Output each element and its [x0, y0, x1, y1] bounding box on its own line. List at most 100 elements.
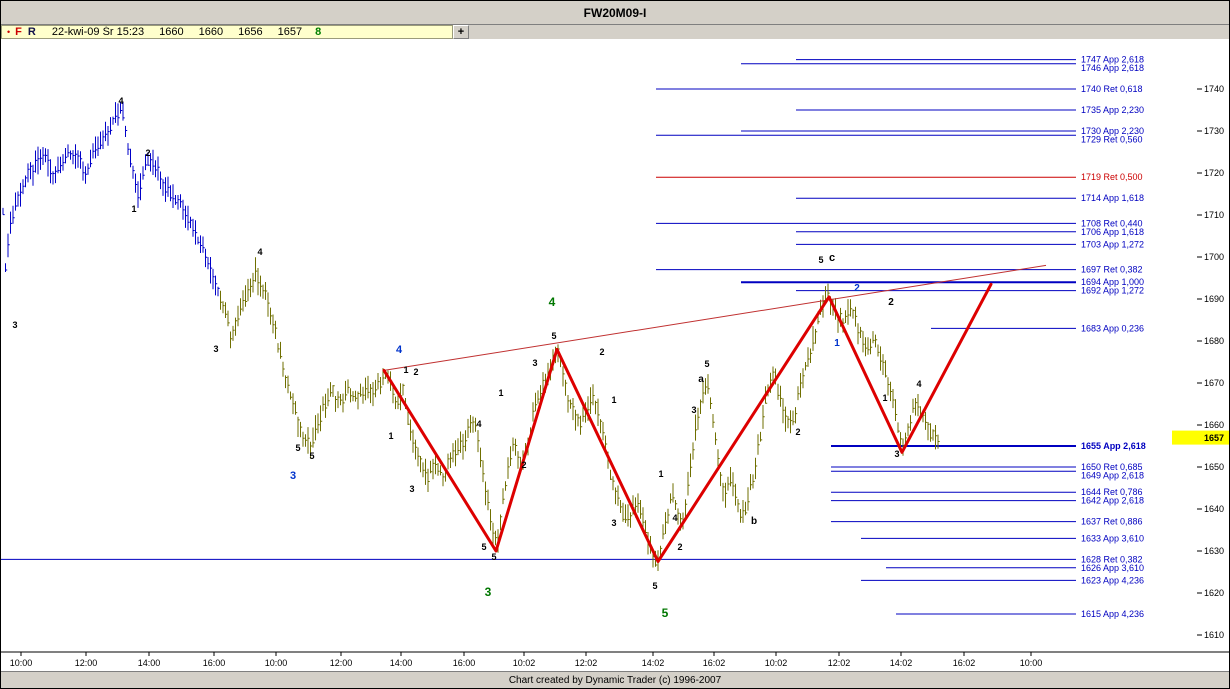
wave-label: 2	[521, 460, 526, 470]
wave-label: 4	[916, 379, 921, 389]
y-axis-label: 1740	[1204, 84, 1224, 94]
wave-label: b	[751, 516, 757, 527]
fib-level-label: 1649 App 2,618	[1081, 471, 1144, 481]
x-axis-label: 10:02	[513, 658, 536, 668]
trendline[interactable]	[383, 264, 1047, 371]
y-axis-label: 1690	[1204, 294, 1224, 304]
symbol-f-button[interactable]: F	[15, 25, 22, 38]
fib-level-label: 1708 Ret 0,440	[1081, 218, 1143, 228]
fib-level-label: 1735 App 2,230	[1081, 105, 1144, 115]
x-axis-label: 10:00	[1020, 658, 1043, 668]
quote-low: 1656	[238, 25, 263, 38]
fib-level-label: 1747 App 2,618	[1081, 55, 1144, 65]
wave-label: 3	[485, 585, 492, 599]
wave-label: 4	[476, 419, 481, 429]
fib-level-label: 1692 App 1,272	[1081, 286, 1144, 296]
x-axis-label: 16:02	[953, 658, 976, 668]
wave-label: 2	[854, 283, 860, 294]
wave-label: 5	[481, 542, 486, 552]
fib-level-label: 1730 App 2,230	[1081, 126, 1144, 136]
fib-level-label: 1642 App 2,618	[1081, 496, 1144, 506]
x-axis-label: 12:00	[75, 658, 98, 668]
x-axis-label: 16:02	[703, 658, 726, 668]
quote-panel: • F R 22-kwi-09 Śr 15:23 1660 1660 1656 …	[1, 25, 453, 39]
wave-label: 3	[532, 358, 537, 368]
y-axis-label: 1680	[1204, 336, 1224, 346]
current-price-value: 1657	[1204, 433, 1224, 443]
quote-bar: • F R 22-kwi-09 Śr 15:23 1660 1660 1656 …	[1, 25, 1229, 39]
y-axis-label: 1650	[1204, 462, 1224, 472]
wave-label: 4	[257, 247, 262, 257]
quote-datetime: 22-kwi-09 Śr 15:23	[51, 25, 145, 38]
y-axis-label: 1710	[1204, 210, 1224, 220]
fib-level-label: 1729 Ret 0,560	[1081, 135, 1143, 145]
fib-level-label: 1714 App 1,618	[1081, 193, 1144, 203]
x-axis-label: 14:02	[890, 658, 913, 668]
fib-level-label: 1623 App 4,236	[1081, 575, 1144, 585]
x-axis-label: 10:00	[10, 658, 33, 668]
fib-level-label: 1615 App 4,236	[1081, 609, 1144, 619]
fib-level-label: 1706 App 1,618	[1081, 227, 1144, 237]
wave-label: 1	[611, 395, 616, 405]
fib-level-label: 1637 Ret 0,886	[1081, 517, 1143, 527]
wave-label: 2	[145, 148, 150, 158]
add-button[interactable]: +	[453, 25, 469, 39]
wave-label: 4	[396, 344, 403, 356]
wave-label: 2	[599, 347, 604, 357]
fib-level-label: 1740 Ret 0,618	[1081, 84, 1143, 94]
ohlc-bars-right-session	[220, 257, 940, 571]
wave-label: 5	[295, 443, 300, 453]
wave-label: 4	[549, 295, 556, 309]
y-axis-label: 1610	[1204, 630, 1224, 640]
x-axis-label: 16:00	[453, 658, 476, 668]
wave-label: 3	[894, 449, 899, 459]
x-axis-label: 12:02	[828, 658, 851, 668]
x-axis-label: 12:00	[330, 658, 353, 668]
chart-area[interactable]: 1747 App 2,618 1746 App 2,618 1740 Ret 0,6…	[1, 39, 1229, 671]
wave-label: c	[829, 252, 835, 264]
symbol-r-button[interactable]: R	[27, 25, 36, 38]
wave-label: 1	[658, 469, 663, 479]
current-price-tag	[1172, 430, 1229, 445]
fib-level-label: 1644 Ret 0,786	[1081, 487, 1143, 497]
status-dot-icon: •	[7, 26, 11, 37]
wave-label: 3	[409, 484, 414, 494]
wave-label: 1	[498, 388, 503, 398]
wave-label: 1	[834, 338, 840, 349]
x-axis-label: 12:02	[575, 658, 598, 668]
wave-label: 2	[413, 367, 418, 377]
wave-label: 5	[662, 606, 669, 620]
x-axis-label: 14:02	[642, 658, 665, 668]
wave-label: 1	[882, 393, 887, 403]
wave-label: 5	[309, 451, 314, 461]
wave-label: 3	[213, 344, 218, 354]
wave-label: 5	[818, 255, 823, 265]
fib-level-label: 1628 Ret 0,382	[1081, 554, 1143, 564]
wave-label: a	[698, 374, 704, 385]
quote-bar-filler	[469, 25, 1229, 39]
fib-level-label: 1746 App 2,618	[1081, 63, 1144, 73]
quote-high: 1660	[198, 25, 224, 38]
wave-label: 2	[795, 427, 800, 437]
fib-level-label: 1694 App 1,000	[1081, 277, 1144, 287]
wave-label: 1	[388, 431, 393, 441]
y-axis-label: 1620	[1204, 588, 1224, 598]
fib-level-label: 1633 App 3,610	[1081, 533, 1144, 543]
fib-level-label: 1626 App 3,610	[1081, 563, 1144, 573]
wave-label: 3	[290, 470, 296, 482]
x-axis-label: 10:02	[765, 658, 788, 668]
quote-open: 1660	[159, 25, 184, 38]
wave-label: 3	[611, 518, 616, 528]
x-axis-label: 14:00	[390, 658, 413, 668]
fib-level-label: 1719 Ret 0,500	[1081, 172, 1143, 182]
footer-bar: Chart created by Dynamic Trader (c) 1996…	[1, 671, 1229, 688]
ohlc-bars-left-session	[2, 101, 220, 297]
wave-label: 5	[652, 581, 657, 591]
y-axis-label: 1730	[1204, 126, 1224, 136]
elliott-wave-zigzag[interactable]	[382, 282, 993, 563]
window-titlebar[interactable]: FW20M09-I	[1, 1, 1229, 25]
y-axis-label: 1640	[1204, 504, 1224, 514]
wave-label: 4	[672, 513, 677, 523]
wave-label: 3	[691, 405, 696, 415]
